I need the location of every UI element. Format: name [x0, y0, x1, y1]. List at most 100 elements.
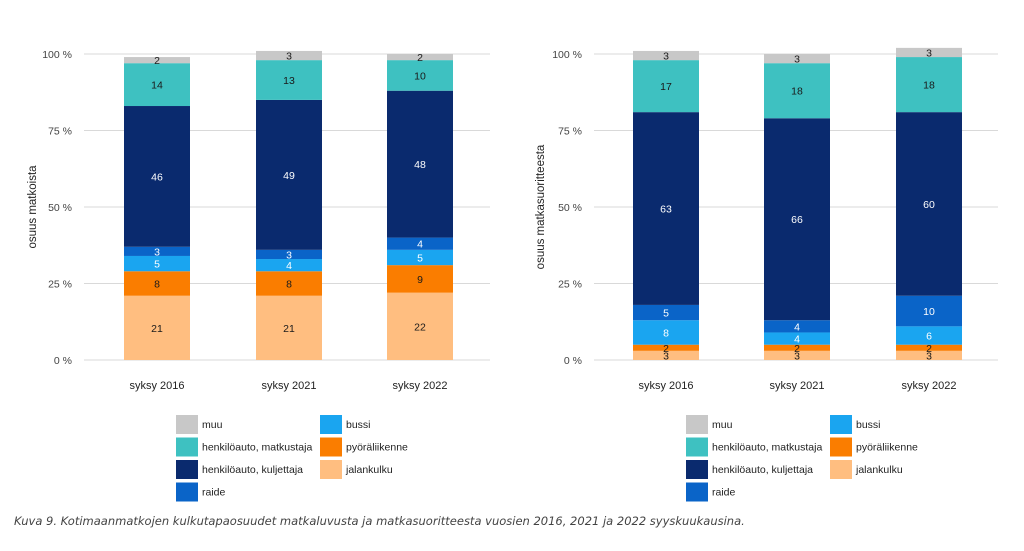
data-label-raide: 4	[794, 321, 800, 333]
data-label-henkiloauto_matkustaja: 18	[791, 86, 803, 98]
legend-label-henkiloauto_kuljettaja: henkilöauto, kuljettaja	[712, 464, 813, 476]
data-label-jalankulku: 3	[663, 350, 669, 362]
data-label-henkiloauto_matkustaja: 18	[923, 80, 935, 92]
legend-label-muu: muu	[202, 419, 223, 431]
data-label-pyoraliikenne: 2	[794, 343, 800, 355]
bar-segment-henkiloauto_kuljettaja	[256, 99, 322, 250]
legend-label-henkiloauto_matkustaja: henkilöauto, matkustaja	[712, 442, 822, 454]
data-label-muu: 3	[926, 47, 932, 59]
bar-segment-pyoraliikenne	[256, 271, 322, 296]
bar-segment-raide	[124, 246, 190, 256]
bar-segment-henkiloauto_kuljettaja	[633, 112, 699, 305]
figure-caption: Kuva 9. Kotimaanmatkojen kulkutapaosuude…	[14, 514, 745, 528]
x-tick-label: syksy 2021	[769, 380, 824, 392]
data-label-henkiloauto_kuljettaja: 48	[414, 159, 426, 171]
y-axis-title: osuus matkoista	[27, 165, 39, 249]
data-label-henkiloauto_matkustaja: 10	[414, 70, 426, 82]
bar-segment-muu	[633, 50, 699, 61]
data-label-henkiloauto_matkustaja: 17	[660, 81, 672, 93]
bar-segment-henkiloauto_matkustaja	[124, 63, 190, 107]
data-label-jalankulku: 3	[926, 350, 932, 362]
data-label-bussi: 4	[286, 260, 292, 272]
data-label-henkiloauto_kuljettaja: 63	[660, 204, 672, 216]
y-tick-label: 0 %	[54, 355, 72, 367]
data-label-bussi: 5	[154, 259, 160, 271]
y-axis-title: osuus matkasuoritteesta	[535, 144, 547, 269]
bar-segment-henkiloauto_matkustaja	[764, 63, 830, 119]
bar-segment-henkiloauto_matkustaja	[896, 57, 962, 113]
bar-segment-jalankulku	[764, 350, 830, 360]
bar-segment-muu	[764, 54, 830, 64]
bar-segment-pyoraliikenne	[124, 271, 190, 296]
bar-segment-jalankulku	[256, 295, 322, 360]
bar-segment-raide	[256, 249, 322, 260]
legend-swatch-muu	[686, 415, 708, 434]
y-tick-label: 50 %	[558, 202, 582, 214]
data-label-jalankulku: 3	[794, 350, 800, 362]
data-label-muu: 2	[154, 55, 160, 67]
legend-swatch-bussi	[320, 415, 342, 434]
legend-swatch-pyoraliikenne	[320, 437, 342, 457]
data-label-muu: 3	[286, 51, 292, 63]
bar-segment-raide	[764, 320, 830, 333]
bar-segment-bussi	[764, 332, 830, 345]
y-tick-label: 75 %	[48, 126, 72, 138]
legend-swatch-henkiloauto_kuljettaja	[686, 460, 708, 479]
bar-segment-muu	[124, 57, 190, 64]
data-label-henkiloauto_kuljettaja: 66	[791, 214, 803, 226]
data-label-raide: 10	[923, 306, 935, 318]
y-tick-label: 0 %	[564, 355, 582, 367]
x-tick-label: syksy 2022	[901, 380, 956, 392]
data-label-muu: 2	[417, 52, 423, 64]
x-tick-label: syksy 2016	[129, 380, 184, 392]
data-label-henkiloauto_matkustaja: 14	[151, 80, 163, 92]
legend-label-pyoraliikenne: pyöräliikenne	[346, 442, 408, 454]
data-label-jalankulku: 21	[151, 323, 163, 335]
bar-segment-henkiloauto_kuljettaja	[764, 118, 830, 321]
bar-segment-henkiloauto_matkustaja	[387, 60, 453, 91]
data-label-raide: 5	[663, 308, 669, 320]
bar-segment-henkiloauto_kuljettaja	[124, 106, 190, 247]
data-label-bussi: 4	[794, 334, 800, 346]
bar-segment-bussi	[387, 249, 453, 266]
legend-swatch-henkiloauto_kuljettaja	[176, 460, 198, 479]
bar-segment-pyoraliikenne	[764, 344, 830, 351]
legend-swatch-muu	[176, 415, 198, 434]
data-label-muu: 3	[794, 54, 800, 66]
data-label-pyoraliikenne: 8	[154, 279, 160, 291]
legend-label-raide: raide	[712, 487, 736, 499]
data-label-pyoraliikenne: 2	[926, 343, 932, 355]
data-label-bussi: 6	[926, 331, 932, 343]
data-label-pyoraliikenne: 2	[663, 343, 669, 355]
data-label-jalankulku: 21	[283, 323, 295, 335]
stacked-bar-charts: 0 %25 %50 %75 %100 %osuus matkoista21853…	[27, 47, 998, 502]
legend-label-pyoraliikenne: pyöräliikenne	[856, 442, 918, 454]
legend-swatch-pyoraliikenne	[830, 437, 852, 457]
legend-label-henkiloauto_matkustaja: henkilöauto, matkustaja	[202, 442, 312, 454]
bar-segment-henkiloauto_matkustaja	[256, 60, 322, 100]
y-tick-label: 25 %	[558, 279, 582, 291]
legend-swatch-jalankulku	[320, 460, 342, 479]
data-label-muu: 3	[663, 51, 669, 63]
legend-swatch-henkiloauto_matkustaja	[176, 437, 198, 457]
bar-segment-bussi	[896, 326, 962, 345]
legend-label-muu: muu	[712, 419, 733, 431]
bar-segment-pyoraliikenne	[387, 265, 453, 293]
data-label-bussi: 8	[663, 327, 669, 339]
data-label-raide: 3	[286, 249, 292, 261]
y-tick-label: 100 %	[552, 49, 582, 61]
bar-segment-muu	[256, 50, 322, 61]
legend-label-bussi: bussi	[856, 419, 881, 431]
bar-segment-jalankulku	[387, 292, 453, 360]
bar-segment-jalankulku	[896, 350, 962, 360]
bar-segment-bussi	[124, 255, 190, 272]
bar-segment-muu	[896, 47, 962, 58]
data-label-pyoraliikenne: 9	[417, 274, 423, 286]
bar-segment-pyoraliikenne	[896, 344, 962, 351]
y-tick-label: 25 %	[48, 279, 72, 291]
data-label-raide: 4	[417, 239, 423, 251]
data-label-raide: 3	[154, 246, 160, 258]
data-label-pyoraliikenne: 8	[286, 279, 292, 291]
bar-segment-raide	[633, 304, 699, 321]
bar-segment-jalankulku	[633, 350, 699, 360]
